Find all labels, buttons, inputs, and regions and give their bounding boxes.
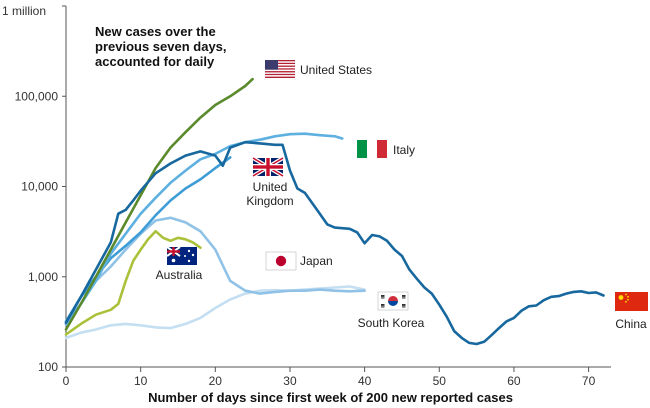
y-tick-label: 1 million <box>2 4 46 18</box>
y-tick-label: 1,000 <box>28 270 58 284</box>
y-tick-label: 100 <box>38 360 58 374</box>
united-kingdom-flag-icon <box>251 156 285 178</box>
x-tick-label: 20 <box>209 374 223 388</box>
x-tick-label: 40 <box>358 374 372 388</box>
x-tick-label: 30 <box>283 374 297 388</box>
australia-flag-icon <box>166 246 197 265</box>
series-label-south-korea: South Korea <box>358 316 425 330</box>
y-tick-label: 100,000 <box>15 89 59 103</box>
china-flag-icon <box>615 292 648 311</box>
series-line-italy <box>64 132 344 326</box>
x-tick-label: 60 <box>507 374 521 388</box>
x-tick-label: 70 <box>582 374 596 388</box>
series-line-south-korea <box>64 285 366 340</box>
series-label-italy: Italy <box>393 143 415 157</box>
series-line-japan <box>64 216 366 326</box>
united-states-flag-icon <box>265 60 295 78</box>
series-label-china: China <box>615 317 647 331</box>
series-label-united-kingdom: Kingdom <box>246 194 293 208</box>
chart-annotation-line: accounted for daily <box>95 54 215 69</box>
series-label-united-kingdom: United <box>253 180 288 194</box>
x-tick-label: 0 <box>63 374 70 388</box>
italy-flag-icon <box>357 140 387 158</box>
y-tick-label: 10,000 <box>21 180 58 194</box>
series-line-australia <box>64 229 202 336</box>
japan-flag-icon <box>265 251 297 271</box>
series-label-australia: Australia <box>156 268 203 282</box>
south-korea-flag-icon <box>377 291 409 311</box>
series-label-japan: Japan <box>300 254 333 268</box>
x-axis-title: Number of days since first week of 200 n… <box>148 390 513 405</box>
chart-annotation-line: New cases over the <box>95 24 216 39</box>
x-tick-label: 10 <box>134 374 148 388</box>
series-label-united-states: United States <box>300 63 372 77</box>
x-tick-label: 50 <box>433 374 447 388</box>
chart-annotation-line: previous seven days, <box>95 39 227 54</box>
series-line-united-states <box>64 77 254 331</box>
series-line-china <box>64 140 605 346</box>
